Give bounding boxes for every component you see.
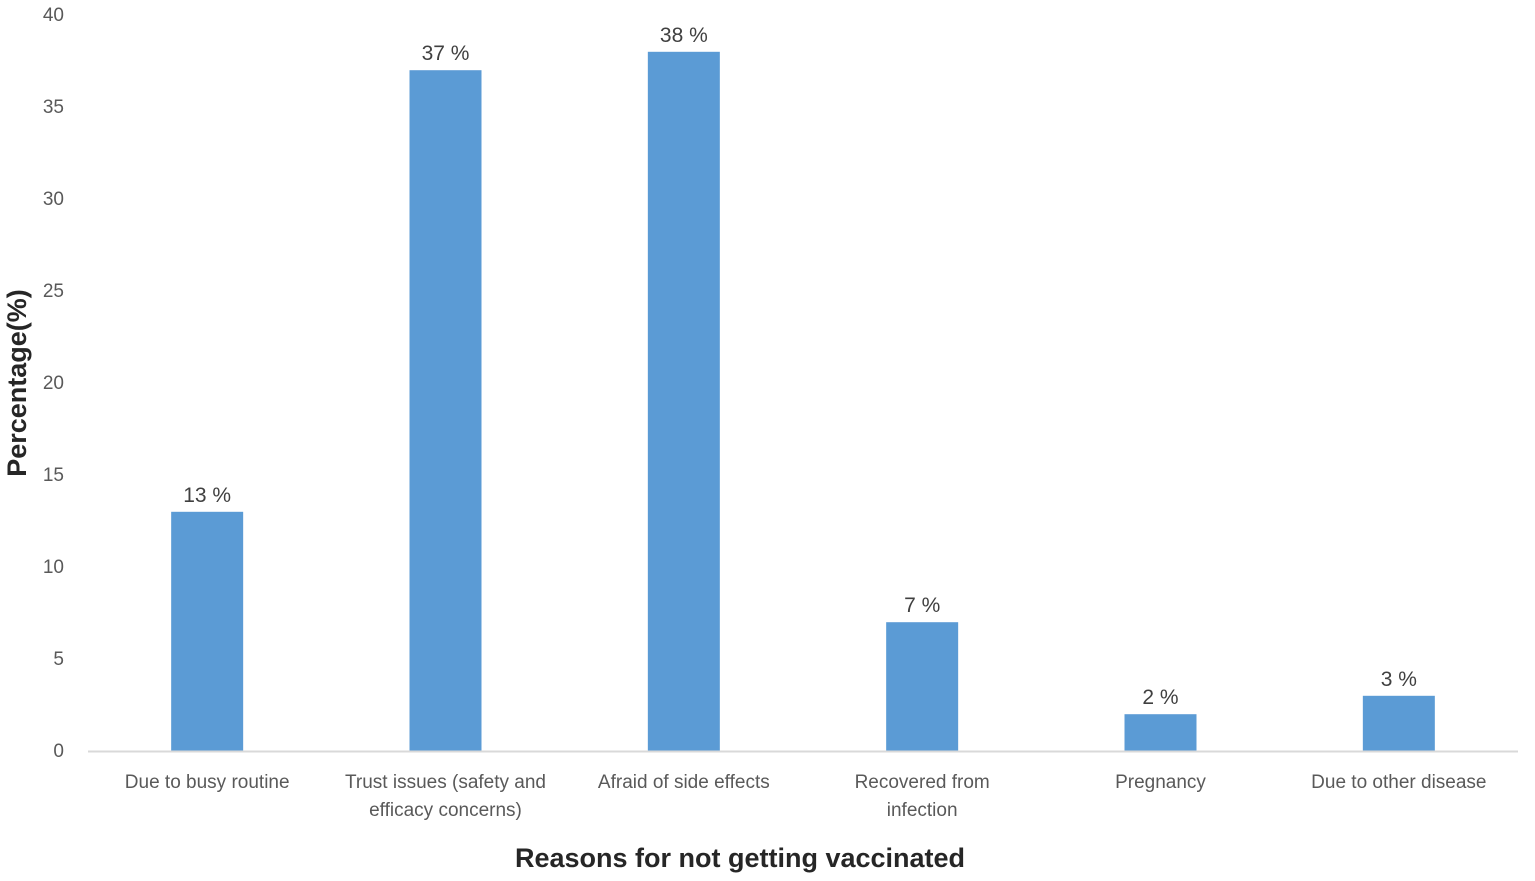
bar-data-label: 2 % bbox=[1142, 686, 1178, 709]
data-labels: 13 % 37 % 38 % 7 % 2 % 3 % bbox=[183, 24, 1417, 709]
bar bbox=[171, 511, 244, 751]
y-tick-label: 30 bbox=[43, 189, 64, 210]
x-category-label: efficacy concerns) bbox=[369, 800, 522, 821]
y-tick-label: 0 bbox=[53, 741, 64, 762]
y-tick-label: 20 bbox=[43, 373, 64, 394]
bar-data-label: 38 % bbox=[660, 24, 708, 47]
x-category-label: infection bbox=[887, 800, 958, 821]
bar bbox=[1124, 714, 1197, 751]
x-category-label: Due to other disease bbox=[1311, 772, 1486, 793]
bar bbox=[1362, 695, 1435, 751]
y-axis-title: Percentage(%) bbox=[2, 289, 32, 477]
y-tick-label: 15 bbox=[43, 465, 64, 486]
y-tick-label: 40 bbox=[43, 5, 64, 26]
x-category-label: Trust issues (safety and bbox=[345, 772, 546, 793]
bar bbox=[409, 70, 482, 751]
bar-data-label: 13 % bbox=[183, 484, 231, 507]
y-tick-label: 35 bbox=[43, 97, 64, 118]
bars bbox=[171, 51, 1435, 752]
x-category-label: Recovered from bbox=[855, 772, 990, 793]
y-tick-label: 10 bbox=[43, 557, 64, 578]
x-category-label: Afraid of side effects bbox=[598, 772, 770, 793]
bar-data-label: 37 % bbox=[422, 42, 470, 65]
x-category-label: Due to busy routine bbox=[125, 772, 290, 793]
bar-data-label: 3 % bbox=[1381, 668, 1417, 691]
bar-data-label: 7 % bbox=[904, 594, 940, 617]
y-axis-ticks: 0 5 10 15 20 25 30 35 40 bbox=[43, 5, 64, 762]
x-category-label: Pregnancy bbox=[1115, 772, 1206, 793]
y-tick-label: 5 bbox=[53, 649, 64, 670]
bar bbox=[647, 51, 720, 752]
y-tick-label: 25 bbox=[43, 281, 64, 302]
x-axis-categories: Due to busy routine Trust issues (safety … bbox=[125, 772, 1487, 821]
x-axis-title: Reasons for not getting vaccinated bbox=[515, 843, 965, 873]
bar bbox=[886, 622, 959, 751]
